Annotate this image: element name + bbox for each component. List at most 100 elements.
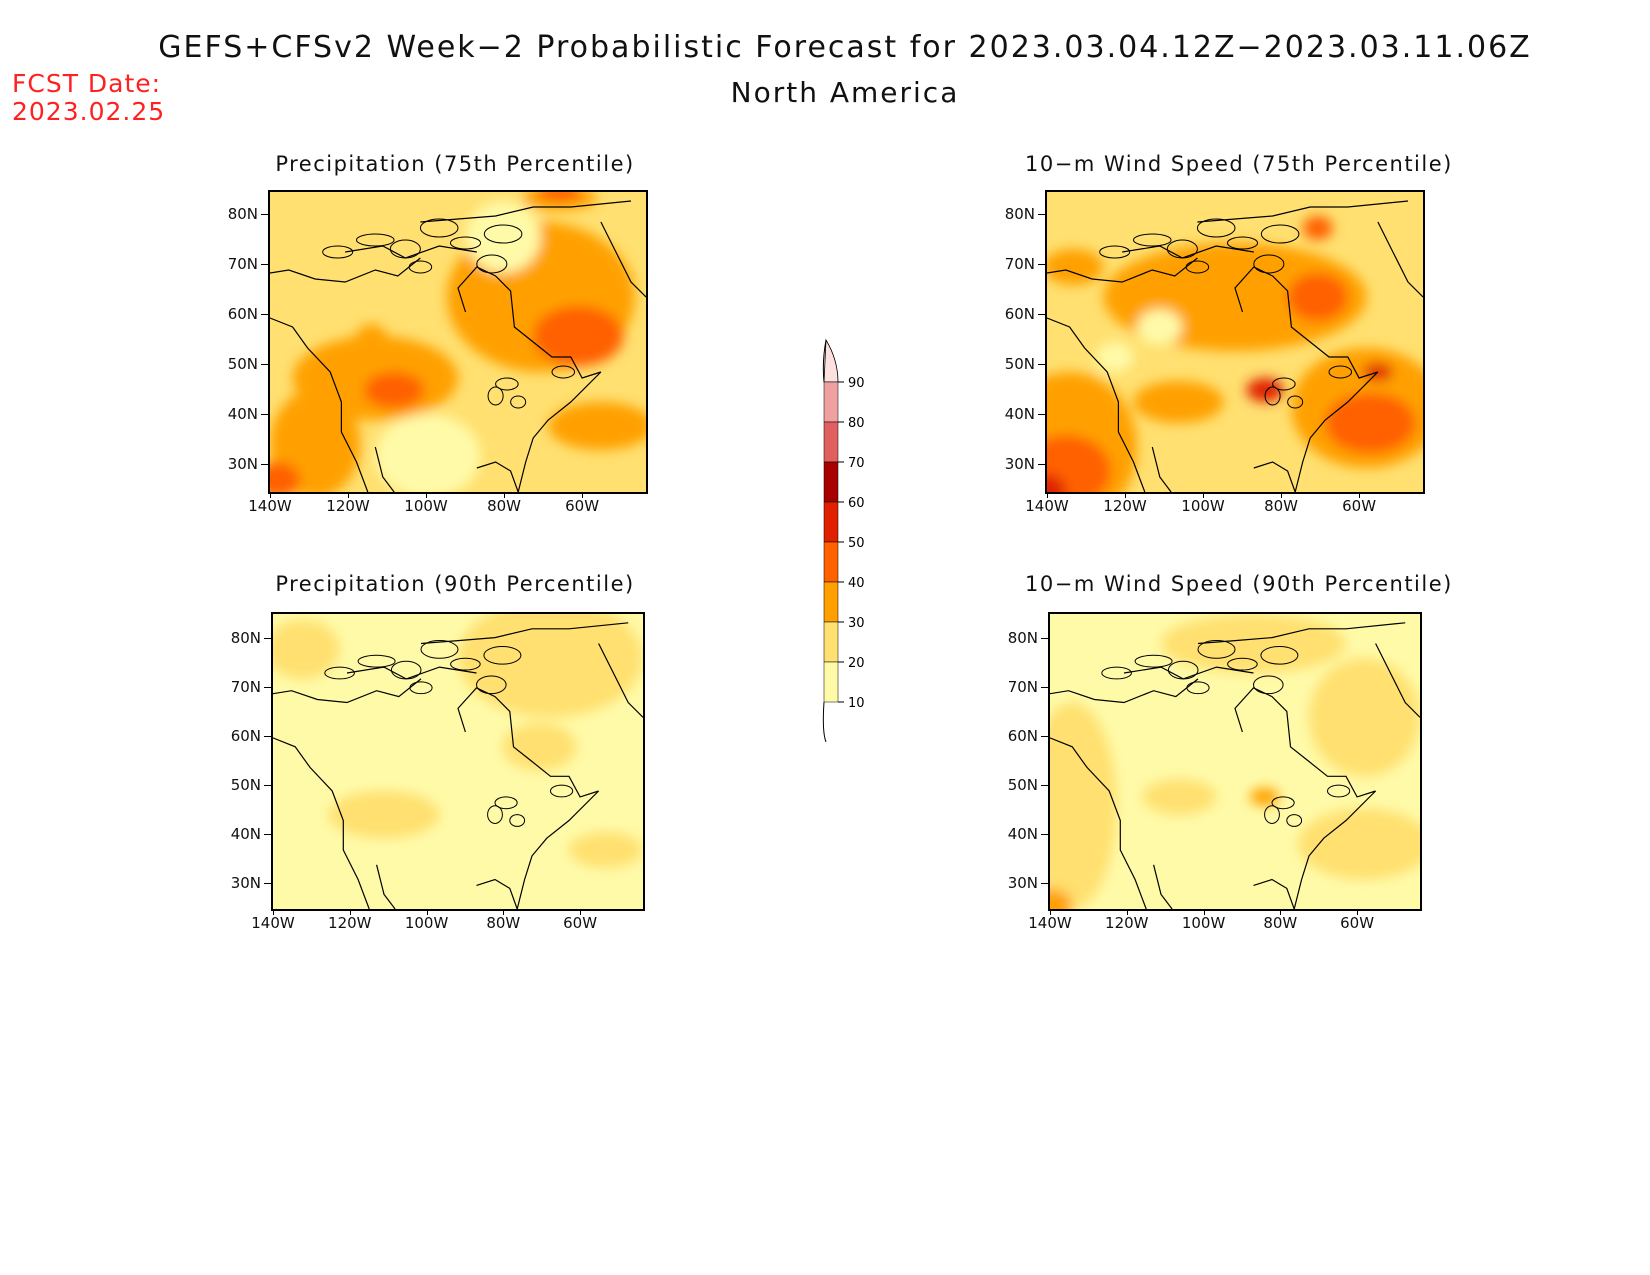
coastline-island xyxy=(419,218,459,238)
coastline-island xyxy=(390,660,422,680)
lon-tick-label: 60W xyxy=(565,497,600,515)
lat-tick xyxy=(1041,736,1048,737)
probability-shading xyxy=(270,390,361,492)
coastline xyxy=(457,266,602,379)
lat-tick xyxy=(261,314,268,315)
lon-tick-label: 80W xyxy=(486,914,521,932)
lon-tick-label: 140W xyxy=(248,497,292,515)
lat-tick-label: 40N xyxy=(1004,405,1035,423)
coastline-island xyxy=(450,657,481,671)
colorbar-tick-label: 20 xyxy=(848,656,865,671)
coastline xyxy=(598,643,643,718)
lat-tick-label: 50N xyxy=(1007,776,1038,794)
colorbar-segment xyxy=(823,541,839,583)
coastline-island xyxy=(322,245,354,259)
forecast-date: FCST Date: 2023.02.25 xyxy=(12,70,165,126)
coastline xyxy=(517,371,602,492)
lat-tick xyxy=(261,264,268,265)
probability-shading xyxy=(375,414,481,492)
lat-tick-label: 30N xyxy=(1007,874,1038,892)
lat-tick-label: 30N xyxy=(227,455,258,473)
coastline xyxy=(516,790,600,909)
lon-tick xyxy=(273,909,274,915)
colorbar-tick-label: 60 xyxy=(848,496,865,511)
coastline xyxy=(273,737,370,909)
lat-tick xyxy=(1038,414,1045,415)
probability-shading xyxy=(352,324,391,372)
map-canvas xyxy=(1047,192,1423,492)
lat-tick xyxy=(264,785,271,786)
map-plot-area xyxy=(1045,190,1425,494)
panel-title: 10−m Wind Speed (75th Percentile) xyxy=(1025,152,1453,176)
lon-tick xyxy=(1359,492,1361,498)
colorbar-tick-label: 10 xyxy=(848,696,865,711)
coastline-island xyxy=(1167,660,1199,680)
lon-tick xyxy=(580,909,582,915)
coastline xyxy=(1197,200,1409,223)
lon-tick xyxy=(1357,909,1359,915)
lon-tick-label: 140W xyxy=(1028,914,1072,932)
lon-tick-label: 100W xyxy=(1181,914,1226,932)
probability-shading xyxy=(1302,216,1333,240)
colorbar-top-curve xyxy=(822,339,827,383)
lat-tick-label: 70N xyxy=(230,678,261,696)
map-plot-area xyxy=(1048,612,1422,911)
coastline xyxy=(1050,737,1147,909)
coastline-island xyxy=(1166,239,1198,259)
lat-tick-label: 40N xyxy=(1007,825,1038,843)
lat-tick-label: 60N xyxy=(227,305,258,323)
coastline-island xyxy=(1197,640,1236,659)
lat-tick-label: 70N xyxy=(1004,255,1035,273)
coastline xyxy=(457,687,599,798)
coastline-island xyxy=(1287,395,1304,409)
coastline-island xyxy=(1185,260,1210,274)
lat-tick xyxy=(261,414,268,415)
lon-tick-label: 80W xyxy=(487,497,521,515)
lat-tick-label: 30N xyxy=(1004,455,1035,473)
coastline-island xyxy=(1226,236,1259,250)
probability-shading xyxy=(1142,779,1217,815)
coastline-island xyxy=(494,796,518,810)
lon-tick xyxy=(426,492,428,498)
coastline xyxy=(1253,878,1295,909)
probability-shading xyxy=(328,791,440,839)
colorbar-top-cap xyxy=(823,338,839,383)
coastline-island xyxy=(487,386,504,406)
coastline-island xyxy=(1327,784,1351,798)
colorbar-tick-label: 30 xyxy=(848,616,865,631)
colorbar-segment xyxy=(823,621,839,663)
forecast-date-value: 2023.02.25 xyxy=(12,97,166,126)
coastline xyxy=(1050,678,1199,704)
coastline-island xyxy=(510,395,527,409)
coastline-island xyxy=(1186,681,1210,695)
coastline-island xyxy=(1132,233,1172,247)
lat-tick xyxy=(1041,687,1048,688)
lat-tick-label: 50N xyxy=(227,355,258,373)
coastline xyxy=(600,221,646,298)
lon-tick-label: 60W xyxy=(563,914,598,932)
coastline-island xyxy=(495,377,519,391)
lon-tick xyxy=(503,909,505,915)
forecast-date-label: FCST Date: xyxy=(12,69,162,98)
coastline-island xyxy=(1264,805,1280,824)
coastline-island xyxy=(1286,814,1303,827)
lat-tick-label: 80N xyxy=(227,205,258,223)
lon-tick-label: 140W xyxy=(1025,497,1069,515)
coastline-island xyxy=(1328,365,1353,379)
coastline-island xyxy=(1101,666,1132,680)
lon-tick xyxy=(426,909,428,915)
colorbar-tick-label: 90 xyxy=(848,376,865,391)
colorbar-tick-label: 50 xyxy=(848,536,865,551)
lat-tick xyxy=(261,214,268,215)
coastline xyxy=(1253,461,1296,492)
panel-title: 10−m Wind Speed (90th Percentile) xyxy=(1025,572,1453,596)
lat-tick-label: 80N xyxy=(230,629,261,647)
probability-shading xyxy=(1325,393,1416,453)
coastline-island xyxy=(483,645,522,665)
coastline xyxy=(376,864,396,909)
coastline-island xyxy=(1099,245,1131,259)
probability-shading xyxy=(458,614,643,718)
lon-tick xyxy=(1280,909,1282,915)
coastline xyxy=(1197,622,1406,645)
colorbar-segment xyxy=(823,581,839,623)
